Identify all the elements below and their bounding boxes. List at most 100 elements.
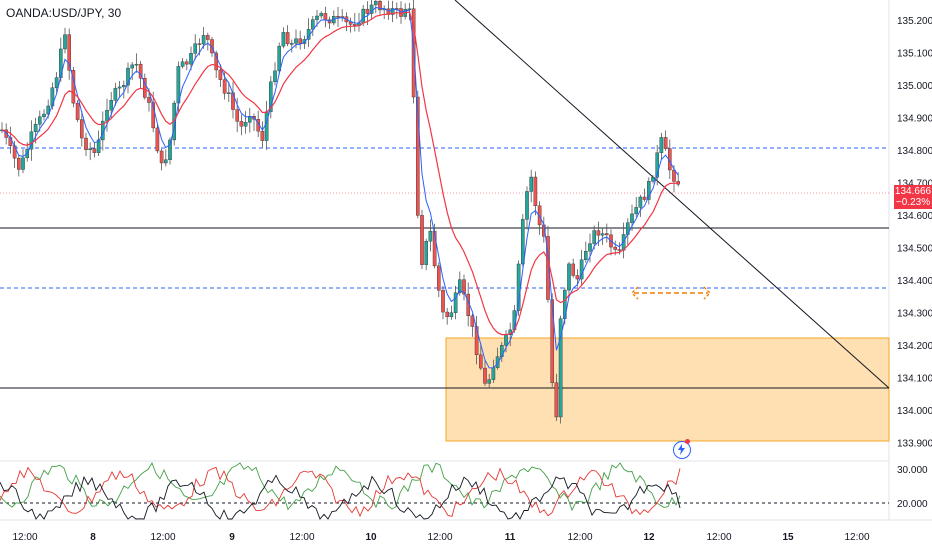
price-tick-label: 134.400 — [897, 276, 932, 287]
bearish-candle — [327, 16, 332, 30]
candle-body — [525, 191, 529, 220]
candle-body — [571, 263, 575, 276]
bullish-candle — [525, 186, 529, 230]
bullish-candle — [189, 46, 193, 71]
candle-body — [659, 137, 664, 153]
bearish-candle — [323, 6, 328, 28]
time-tick-label: 12:00 — [150, 532, 175, 543]
time-tick-label: 12:00 — [844, 532, 869, 543]
candle-body — [378, 0, 382, 11]
candle-body — [197, 43, 202, 45]
candle-body — [21, 157, 25, 170]
candle-body — [193, 43, 198, 54]
candle-body — [75, 102, 80, 120]
bullish-candle — [54, 72, 59, 94]
candle-body — [88, 148, 92, 150]
bullish-candle — [105, 98, 109, 132]
candle-body — [84, 137, 88, 150]
price-tick-label: 135.200 — [897, 16, 932, 27]
bearish-candle — [554, 373, 559, 421]
bullish-candle — [168, 137, 172, 165]
bullish-candle — [592, 225, 596, 250]
candle-body — [634, 207, 638, 215]
bullish-candle — [134, 53, 139, 73]
bullish-candle — [369, 0, 374, 19]
candle-body — [521, 219, 525, 265]
candle-body — [458, 279, 462, 293]
candle-body — [437, 265, 441, 291]
candle-body — [642, 196, 647, 200]
candle-body — [269, 81, 273, 112]
candle-body — [445, 311, 450, 318]
price-tick-label: 134.700 — [897, 179, 932, 190]
bullish-candle — [269, 76, 273, 119]
candle-body — [38, 116, 42, 125]
candle-body — [285, 32, 290, 45]
bullish-candle — [579, 249, 584, 286]
candle-body — [584, 251, 588, 261]
price-tick-label: 135.100 — [897, 49, 932, 60]
bullish-candle — [655, 145, 659, 186]
bearish-candle — [84, 132, 88, 157]
time-tick-label: 12 — [643, 532, 655, 543]
candle-body — [567, 263, 571, 291]
symbol-title[interactable]: OANDA:USD/JPY, 30 — [6, 6, 122, 20]
candle-body — [613, 246, 617, 250]
oscillator-tick-label: 20.000 — [897, 499, 928, 510]
candle-body — [264, 111, 269, 141]
bullish-candle — [651, 175, 655, 184]
bullish-candle — [63, 27, 67, 54]
bullish-candle — [273, 62, 277, 86]
bullish-candle — [193, 34, 198, 60]
candle-body — [672, 169, 676, 182]
bullish-candle — [495, 347, 500, 370]
alert-lightning-icon[interactable] — [673, 441, 691, 459]
bearish-candle — [533, 171, 538, 216]
bullish-candle — [558, 315, 563, 424]
current-price-value: 134.666 — [894, 186, 932, 197]
bearish-candle — [184, 58, 189, 71]
candle-body — [96, 139, 101, 153]
bullish-candle — [117, 80, 122, 97]
bearish-candle — [474, 316, 479, 365]
time-tick-label: 12:00 — [12, 532, 37, 543]
oscillator-adx-line — [0, 474, 681, 520]
candle-body — [63, 34, 67, 50]
bearish-candle — [336, 6, 340, 28]
candle-body — [474, 326, 479, 356]
bearish-candle — [260, 121, 265, 148]
oscillator-minus-di-line — [0, 466, 681, 518]
bearish-candle — [79, 110, 84, 147]
candle-body — [479, 354, 483, 369]
oscillator-tick-label: 30.000 — [897, 465, 928, 476]
candle-body — [462, 279, 466, 295]
candle-body — [290, 43, 294, 45]
candle-body — [273, 70, 277, 83]
bullish-candle — [382, 5, 387, 20]
time-tick-label: 12:00 — [427, 532, 452, 543]
bullish-candle — [306, 18, 311, 48]
bullish-candle — [374, 0, 378, 14]
candle-body — [600, 233, 605, 236]
candle-body — [550, 299, 554, 383]
candle-body — [529, 176, 533, 192]
candle-body — [260, 130, 265, 141]
candle-body — [29, 131, 34, 150]
bearish-candle — [151, 91, 156, 133]
candle-body — [138, 63, 143, 79]
candle-body — [33, 124, 38, 133]
projection-arrow-left-head — [631, 286, 639, 300]
price-tick-label: 134.000 — [897, 406, 932, 417]
bearish-candle — [378, 0, 382, 15]
slow-moving-average-line — [1, 11, 679, 336]
candle-body — [92, 148, 97, 153]
bearish-candle — [285, 25, 290, 47]
candle-body — [554, 382, 559, 418]
candle-body — [239, 121, 244, 127]
price-tick-label: 134.800 — [897, 146, 932, 157]
candle-body — [67, 34, 71, 71]
bullish-candle — [113, 82, 118, 106]
bearish-candle — [605, 223, 609, 243]
candle-body — [205, 35, 210, 40]
